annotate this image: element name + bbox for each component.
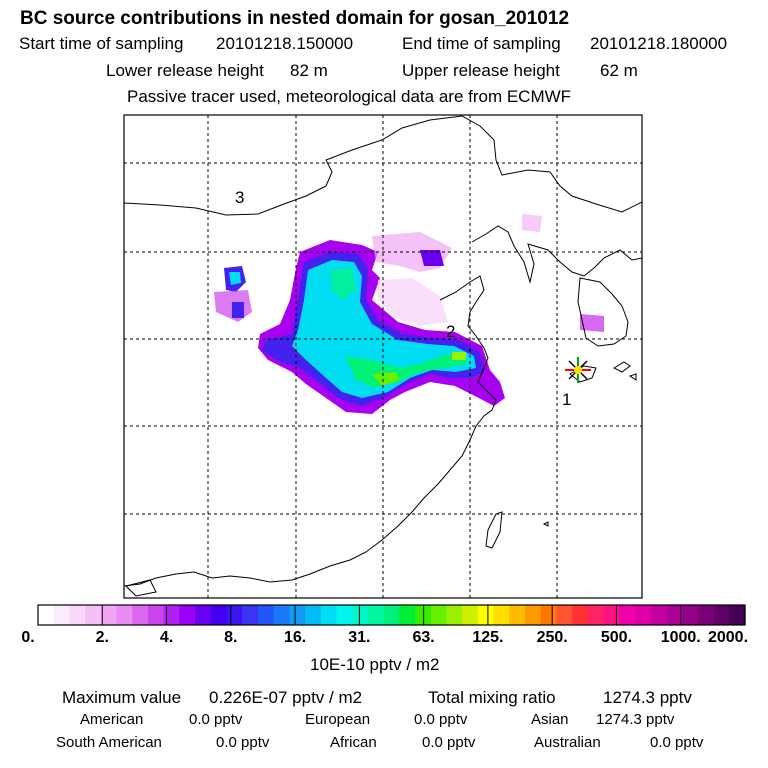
graticule xyxy=(124,115,642,598)
region-value: 0.0 pptv xyxy=(216,734,270,751)
colorbar-frame xyxy=(37,604,746,626)
region-name: African xyxy=(330,734,377,751)
colorbar-swatch xyxy=(587,605,605,625)
colorbar-swatch xyxy=(729,605,746,625)
colorbar-swatch xyxy=(289,605,306,625)
max-value: 0.226E-07 pptv / m2 xyxy=(209,688,363,707)
region-value: 0.0 pptv xyxy=(189,711,243,728)
colorbar-swatch xyxy=(352,605,369,625)
colorbar-swatch xyxy=(525,605,542,625)
colorbar-tick-label: 0. xyxy=(21,629,35,646)
colorbar-swatch xyxy=(226,605,243,625)
colorbar-swatch xyxy=(305,605,322,625)
colorbar-tick-label: 250. xyxy=(536,629,568,646)
plume-field xyxy=(214,214,604,414)
colorbar-swatch xyxy=(697,605,715,625)
upper-height-value: 62 m xyxy=(600,61,638,80)
region-value: 0.0 pptv xyxy=(650,734,704,751)
colorbar-tick-label: 8. xyxy=(224,629,238,646)
start-time-value: 20101218.150000 xyxy=(216,34,354,53)
region-value: 1274.3 pptv xyxy=(596,711,675,728)
colorbar-tick-label: 2. xyxy=(95,629,109,646)
colorbar-swatch xyxy=(116,605,133,625)
colorbar-swatch xyxy=(179,605,196,625)
colorbar-swatch xyxy=(430,605,448,625)
map-frame xyxy=(123,114,643,599)
colorbar-swatch xyxy=(477,605,495,625)
max-value-label: Maximum value xyxy=(62,688,182,707)
total-mixing-value: 1274.3 pptv xyxy=(603,688,692,707)
colorbar-swatch xyxy=(619,605,636,625)
colorbar-swatch xyxy=(367,605,385,625)
coastlines xyxy=(124,115,642,597)
region-value: 0.0 pptv xyxy=(422,734,476,751)
colorbar-swatch xyxy=(556,605,573,625)
plume-core-green xyxy=(345,354,468,388)
colorbar-swatch xyxy=(399,605,416,625)
colorbar-tick-label: 1000. xyxy=(660,629,701,646)
colorbar-swatch xyxy=(320,605,338,625)
plume-core-yellow xyxy=(372,372,400,386)
colorbar-swatch xyxy=(666,605,683,625)
lower-height-value: 82 m xyxy=(290,61,328,80)
total-mixing-label: Total mixing ratio xyxy=(428,688,556,707)
colorbar-swatch xyxy=(132,605,149,625)
colorbar-swatch xyxy=(147,605,165,625)
end-time-value: 20101218.180000 xyxy=(590,34,728,53)
star-icon xyxy=(565,357,591,383)
colorbar-swatch xyxy=(69,605,86,625)
tracer-note: Passive tracer used, meteorological data… xyxy=(127,87,572,106)
colorbar-swatch xyxy=(85,605,102,625)
region-name: American xyxy=(80,711,144,728)
colorbar-swatch xyxy=(713,605,730,625)
colorbar-swatch xyxy=(163,605,180,625)
colorbar-swatch xyxy=(572,605,589,625)
end-time-label: End time of sampling xyxy=(402,34,561,53)
colorbar-swatch xyxy=(195,605,212,625)
colorbar-swatch xyxy=(650,605,668,625)
colorbar-swatch xyxy=(273,605,290,625)
marker-1: 1 xyxy=(562,390,571,409)
region-name: South American xyxy=(56,734,162,751)
colorbar xyxy=(37,604,746,626)
colorbar-tick-label: 31. xyxy=(348,629,371,646)
region-value: 0.0 pptv xyxy=(414,711,468,728)
colorbar-tick-label: 63. xyxy=(412,629,435,646)
plot-title: BC source contributions in nested domain… xyxy=(20,8,570,29)
colorbar-tick-label: 500. xyxy=(600,629,633,646)
region-name: European xyxy=(305,711,371,728)
colorbar-swatch xyxy=(493,605,510,625)
colorbar-unit: 10E-10 pptv / m2 xyxy=(310,655,440,674)
start-time-label: Start time of sampling xyxy=(19,34,184,53)
colorbar-swatch xyxy=(509,605,526,625)
colorbar-swatch xyxy=(540,605,558,625)
colorbar-swatch xyxy=(336,605,353,625)
colorbar-swatch xyxy=(53,605,71,625)
colorbar-swatch xyxy=(635,605,652,625)
colorbar-swatch xyxy=(210,605,228,625)
marker-2: 2 xyxy=(446,322,455,341)
colorbar-swatch xyxy=(603,605,620,625)
colorbar-swatch xyxy=(257,605,275,625)
region-name: Australian xyxy=(534,734,601,751)
lower-height-label: Lower release height xyxy=(106,61,264,80)
colorbar-swatch xyxy=(446,605,463,625)
region-name: Asian xyxy=(531,711,569,728)
colorbar-tick-label: 125. xyxy=(472,629,504,646)
colorbar-tick-label: 4. xyxy=(159,629,174,646)
colorbar-tick-label: 2000. xyxy=(707,629,749,646)
upper-height-label: Upper release height xyxy=(402,61,560,80)
plume-core-yellow2 xyxy=(452,352,466,360)
plume-core-north xyxy=(330,268,356,300)
colorbar-tick-label: 16. xyxy=(283,629,307,646)
colorbar-swatch xyxy=(242,605,259,625)
colorbar-swatch xyxy=(383,605,400,625)
colorbar-swatch xyxy=(100,605,118,625)
colorbar-swatch xyxy=(38,605,55,625)
marker-3: 3 xyxy=(235,188,244,207)
colorbar-swatch xyxy=(682,605,699,625)
colorbar-swatch xyxy=(462,605,479,625)
